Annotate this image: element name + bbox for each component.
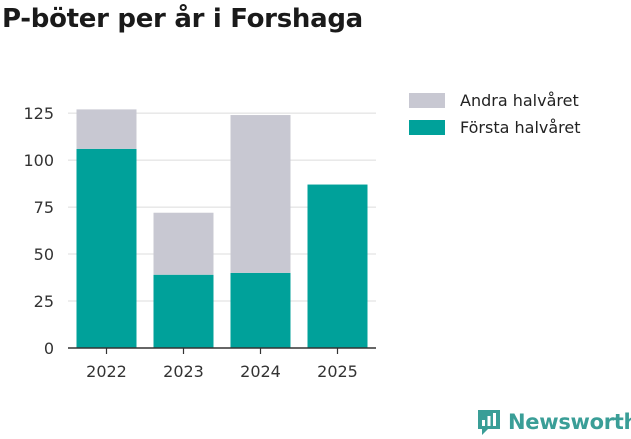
x-tick-label-2023: 2023 — [163, 362, 204, 381]
chart-title: P-böter per år i Forshaga — [2, 4, 363, 34]
bar-2022-series-1 — [76, 109, 137, 149]
bar-chart-speech-icon — [478, 410, 500, 435]
y-tick-label-50: 50 — [34, 245, 54, 264]
bar-2023-series-0 — [153, 274, 214, 348]
bar-2024-series-1 — [230, 115, 291, 273]
legend-label-0: Andra halvåret — [460, 91, 579, 110]
bar-2022-series-0 — [76, 148, 137, 348]
axes: 0 25 50 75 100 125 2022 2023 2024 2025 — [23, 104, 376, 381]
legend-swatch-0 — [409, 93, 445, 108]
brand-name: Newsworthy — [508, 410, 631, 434]
bar-2023-series-1 — [153, 212, 214, 275]
y-tick-label-0: 0 — [44, 339, 54, 358]
y-tick-label-125: 125 — [23, 104, 54, 123]
y-tick-label-100: 100 — [23, 151, 54, 170]
x-tick-label-2025: 2025 — [317, 362, 358, 381]
legend: Andra halvåret Första halvåret — [409, 91, 581, 137]
legend-swatch-1 — [409, 120, 445, 135]
legend-label-1: Första halvåret — [460, 118, 581, 137]
bar-2025-series-0 — [307, 184, 368, 348]
newsworthy-logo: Newsworthy — [476, 408, 631, 436]
x-tick-label-2024: 2024 — [240, 362, 281, 381]
bars — [76, 109, 368, 348]
x-tick-label-2022: 2022 — [86, 362, 127, 381]
y-tick-label-25: 25 — [34, 292, 54, 311]
y-tick-label-75: 75 — [34, 198, 54, 217]
bar-2024-series-0 — [230, 272, 291, 348]
